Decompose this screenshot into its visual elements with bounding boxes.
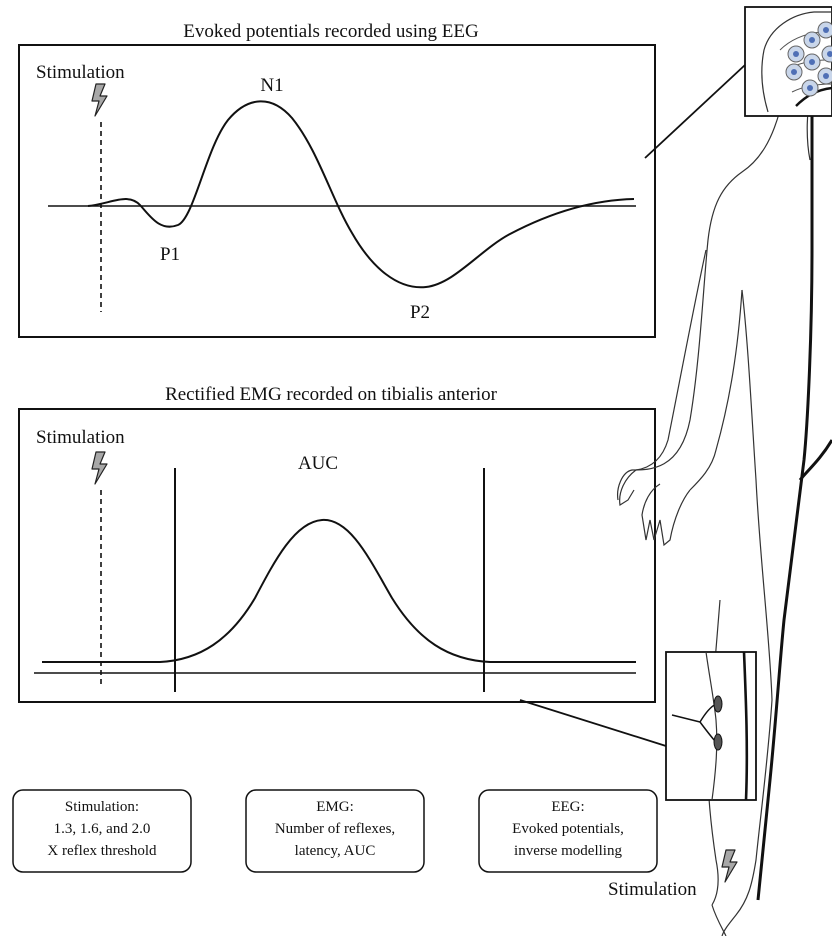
emg-stimulation-label: Stimulation [36, 427, 125, 448]
emg-panel-title: Rectified EMG recorded on tibialis anter… [165, 384, 498, 405]
foot-stimulation-label: Stimulation [608, 879, 697, 900]
info-box-line: latency, AUC [295, 843, 376, 859]
emg-rectified-waveform [42, 518, 636, 663]
head-inset [744, 6, 832, 117]
info-box-line: EMG: [316, 799, 354, 815]
emg-electrode-icon [713, 733, 723, 751]
nerve-pathway [756, 100, 814, 901]
info-box-line: Evoked potentials, [512, 821, 624, 837]
info-box-line: EEG: [551, 799, 584, 815]
leg-inset [665, 651, 757, 801]
eeg-stimulation-label: Stimulation [36, 62, 125, 83]
info-box-eeg: EEG: Evoked potentials, inverse modellin… [478, 789, 658, 873]
eeg-panel: Evoked potentials recorded using EEG Sti… [18, 21, 656, 338]
info-box-line: 1.3, 1.6, and 2.0 [54, 821, 151, 837]
emg-panel-frame [18, 408, 656, 703]
eeg-electrode-icons [785, 21, 832, 97]
eeg-evoked-potential-waveform [87, 100, 635, 289]
info-box-line: Number of reflexes, [275, 821, 395, 837]
emg-auc-label: AUC [298, 453, 338, 474]
eeg-stimulation-bolt-icon [91, 83, 108, 117]
info-box-line: Stimulation: [65, 799, 139, 815]
eeg-peak-p1-label: P1 [160, 244, 180, 265]
eeg-peak-n1-label: N1 [260, 75, 283, 96]
eeg-panel-title: Evoked potentials recorded using EEG [183, 21, 479, 42]
eeg-connector-line [644, 64, 746, 159]
info-box-line: inverse modelling [514, 843, 622, 859]
emg-panel: Rectified EMG recorded on tibialis anter… [18, 384, 656, 703]
nerve-branch [798, 439, 832, 481]
info-box-emg: EMG: Number of reflexes, latency, AUC [245, 789, 425, 873]
emg-connector-line [519, 699, 667, 747]
info-box-stimulation: Stimulation: 1.3, 1.6, and 2.0 X reflex … [12, 789, 192, 873]
emg-stimulation-bolt-icon [91, 451, 108, 485]
emg-electrode-icon [713, 695, 723, 713]
eeg-peak-p2-label: P2 [410, 302, 430, 323]
foot-stimulation-bolt-icon [721, 849, 738, 883]
eeg-panel-frame [18, 44, 656, 338]
info-box-line: X reflex threshold [47, 843, 157, 859]
